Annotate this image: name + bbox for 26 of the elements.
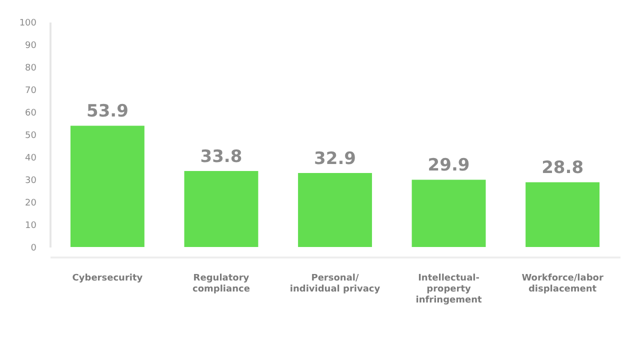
bar — [298, 172, 372, 247]
x-tick-label: Cybersecurity — [72, 274, 143, 284]
y-tick-label: 50 — [25, 131, 37, 141]
x-tick-label: Workforce/labor displacement — [522, 274, 604, 294]
x-tick-label: Intellectual-property infringement — [416, 274, 483, 306]
y-tick-label: 20 — [25, 198, 37, 208]
y-tick-label: 0 — [30, 244, 37, 254]
y-tick-label: 90 — [25, 41, 37, 51]
y-tick-label: 10 — [25, 221, 37, 231]
bar — [184, 170, 258, 247]
x-tick-label: Regulatory compliance — [192, 274, 250, 294]
data-label: 32.9 — [314, 148, 356, 169]
bar — [412, 180, 486, 247]
y-tick-label: 100 — [19, 18, 37, 28]
bar — [526, 182, 600, 247]
data-label: 33.8 — [200, 146, 242, 167]
bar — [70, 126, 144, 247]
y-tick-label: 40 — [25, 154, 37, 164]
y-tick-label: 60 — [25, 108, 37, 118]
y-tick-label: 30 — [25, 176, 37, 186]
y-tick-label: 80 — [25, 64, 37, 74]
data-label: 53.9 — [86, 102, 128, 122]
x-tick-label: Personal/ individual privacy — [290, 274, 380, 294]
data-label: 29.9 — [428, 156, 470, 176]
y-tick-label: 70 — [25, 86, 37, 96]
data-label: 28.8 — [542, 158, 584, 178]
